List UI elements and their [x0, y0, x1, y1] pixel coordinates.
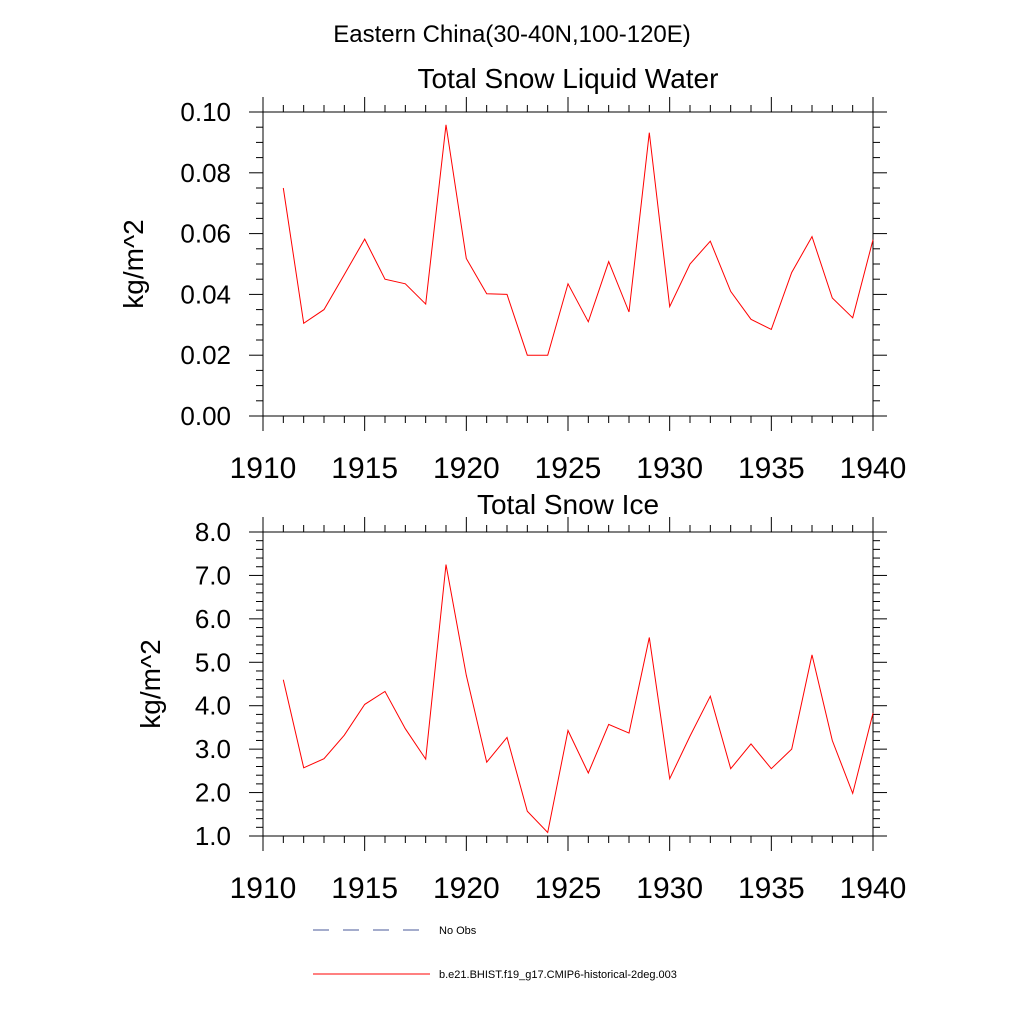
x-tick-label: 1940	[840, 872, 907, 905]
x-tick-label: 1920	[433, 452, 500, 485]
y-tick-label: 0.10	[180, 97, 231, 127]
y-axis-label: kg/m^2	[118, 219, 149, 308]
panel-snow-ice: Total Snow Ice kg/m^2 1910 1915 1920 1925 1930…	[135, 489, 906, 905]
series-line	[282, 564, 874, 834]
panel-snow-liquid-water: Total Snow Liquid Water kg/m^2 1910 1915 192…	[118, 63, 906, 485]
y-tick-label: 3.0	[195, 734, 231, 764]
x-tick-label: 1915	[331, 452, 398, 485]
y-axis-label: kg/m^2	[135, 639, 166, 728]
y-tick-label: 4.0	[195, 691, 231, 721]
y-tick-label: 6.0	[195, 604, 231, 634]
y-tick-label: 7.0	[195, 560, 231, 590]
y-tick-label: 0.00	[180, 401, 231, 431]
series-line	[282, 124, 874, 356]
plot-frame	[262, 531, 874, 837]
y-tick-label: 0.08	[180, 158, 231, 188]
x-tick-label: 1930	[636, 452, 703, 485]
x-tick-label: 1910	[230, 452, 297, 485]
y-tick-label: 0.04	[180, 279, 231, 309]
legend-label-no-obs: No Obs	[439, 925, 477, 937]
y-tick-label: 1.0	[195, 821, 231, 851]
x-tick-label: 1935	[738, 872, 805, 905]
x-tick-label: 1925	[535, 872, 602, 905]
y-tick-label: 0.02	[180, 340, 231, 370]
chart-title: Total Snow Ice	[477, 489, 659, 520]
y-tick-label: 5.0	[195, 647, 231, 677]
x-tick-label: 1930	[636, 872, 703, 905]
chart-title: Total Snow Liquid Water	[418, 63, 719, 94]
x-tick-label: 1925	[535, 452, 602, 485]
y-tick-label: 2.0	[195, 778, 231, 808]
figure-suptitle: Eastern China(30-40N,100-120E)	[333, 21, 691, 48]
x-tick-label: 1910	[230, 872, 297, 905]
y-tick-label: 0.06	[180, 219, 231, 249]
legend: No Obs b.e21.BHIST.f19_g17.CMIP6-histori…	[313, 925, 677, 981]
x-tick-label: 1940	[840, 452, 907, 485]
legend-label-model: b.e21.BHIST.f19_g17.CMIP6-historical-2de…	[439, 969, 677, 981]
x-tick-label: 1915	[331, 872, 398, 905]
plot-frame	[262, 111, 874, 417]
y-tick-label: 8.0	[195, 517, 231, 547]
x-tick-label: 1920	[433, 872, 500, 905]
x-tick-label: 1935	[738, 452, 805, 485]
